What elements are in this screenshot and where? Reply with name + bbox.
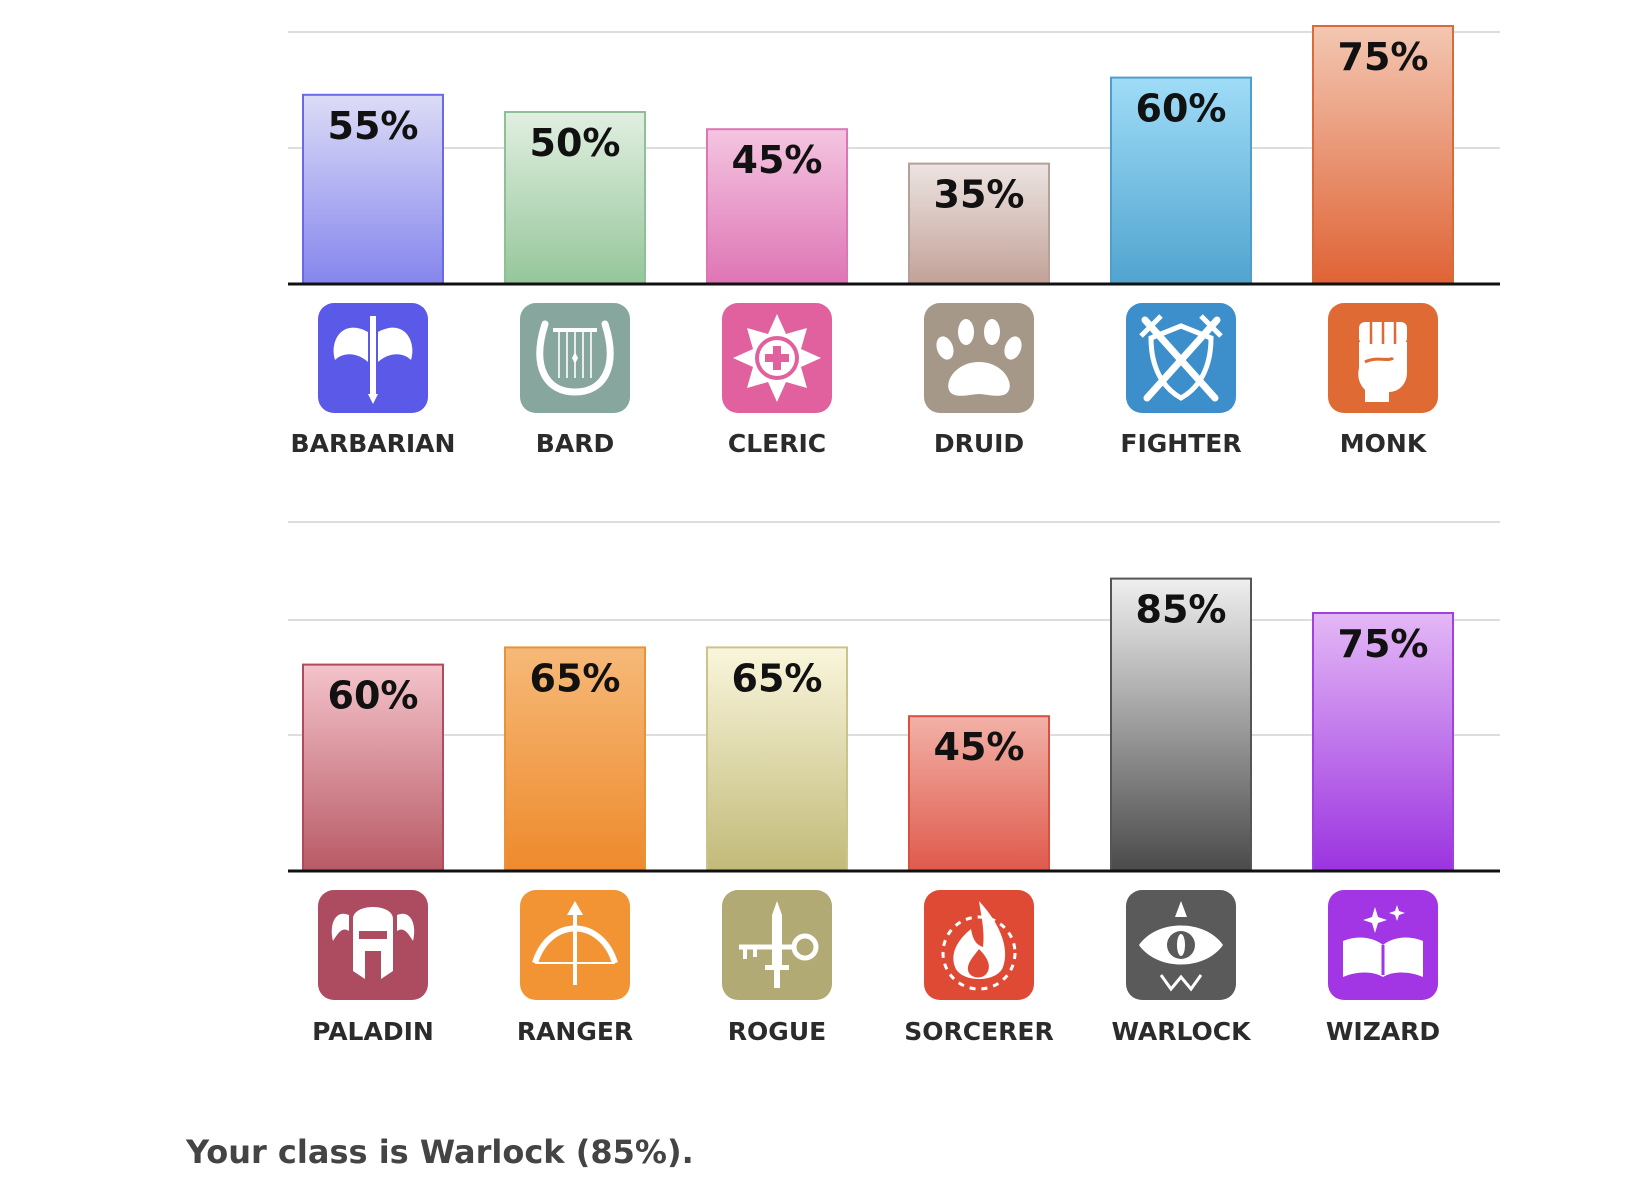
bar-sorcerer [908,715,1050,873]
holy-symbol-icon [722,303,832,413]
bar-ranger [504,646,646,873]
value-label-wizard: 75% [1338,622,1429,666]
fist-icon [1328,303,1438,413]
value-label-rogue: 65% [732,656,823,700]
bar-barbarian [302,93,444,285]
paw-icon [924,303,1034,413]
axe-icon [318,303,428,413]
class-label-ranger: RANGER [517,1017,633,1046]
class-label-barbarian: BARBARIAN [291,429,456,458]
bar-monk [1312,25,1454,285]
chart-panel-top: 55% BARBARIAN 50% BARD 45% CLERIC 35% DRUID 60% F… [288,25,1500,458]
bar-rogue [706,646,848,873]
class-label-rogue: ROGUE [728,1017,826,1046]
value-label-monk: 75% [1338,35,1429,79]
value-label-ranger: 65% [530,656,621,700]
bar-paladin [302,663,444,872]
gridlines [288,521,1500,736]
class-label-fighter: FIGHTER [1120,429,1241,458]
result-text: Your class is Warlock (85%). [186,1133,694,1171]
value-label-druid: 35% [934,173,1025,217]
bar-druid [908,162,1050,286]
class-label-cleric: CLERIC [728,429,826,458]
class-label-sorcerer: SORCERER [904,1017,1054,1046]
bar-bard [504,111,646,285]
gridlines [288,31,1500,149]
value-label-bard: 50% [530,121,621,165]
chart-panel-bottom: 60% PALADIN 65% RANGER 65% ROGUE 45% SORCERER 85… [288,521,1500,1046]
winged-helmet-icon [318,890,428,1000]
class-label-paladin: PALADIN [312,1017,434,1046]
bar-warlock [1110,577,1252,872]
lyre-icon [520,303,630,413]
class-label-wizard: WIZARD [1326,1017,1440,1046]
spellbook-icon [1328,890,1438,1000]
class-label-warlock: WARLOCK [1111,1017,1252,1046]
flame-icon [924,890,1034,1000]
value-label-sorcerer: 45% [934,725,1025,769]
value-label-fighter: 60% [1136,87,1227,131]
bar-fighter [1110,76,1252,285]
value-label-barbarian: 55% [328,104,419,148]
class-label-druid: DRUID [934,429,1024,458]
value-label-paladin: 60% [328,674,419,718]
bar-wizard [1312,612,1454,872]
class-label-monk: MONK [1340,429,1428,458]
bar-cleric [706,128,848,285]
class-label-bard: BARD [536,429,614,458]
dagger-key-icon [722,890,832,1000]
eye-icon [1126,890,1236,1000]
bow-arrow-icon [520,890,630,1000]
crossed-swords-shield-icon [1126,303,1236,413]
value-label-cleric: 45% [732,138,823,182]
value-label-warlock: 85% [1136,588,1227,632]
